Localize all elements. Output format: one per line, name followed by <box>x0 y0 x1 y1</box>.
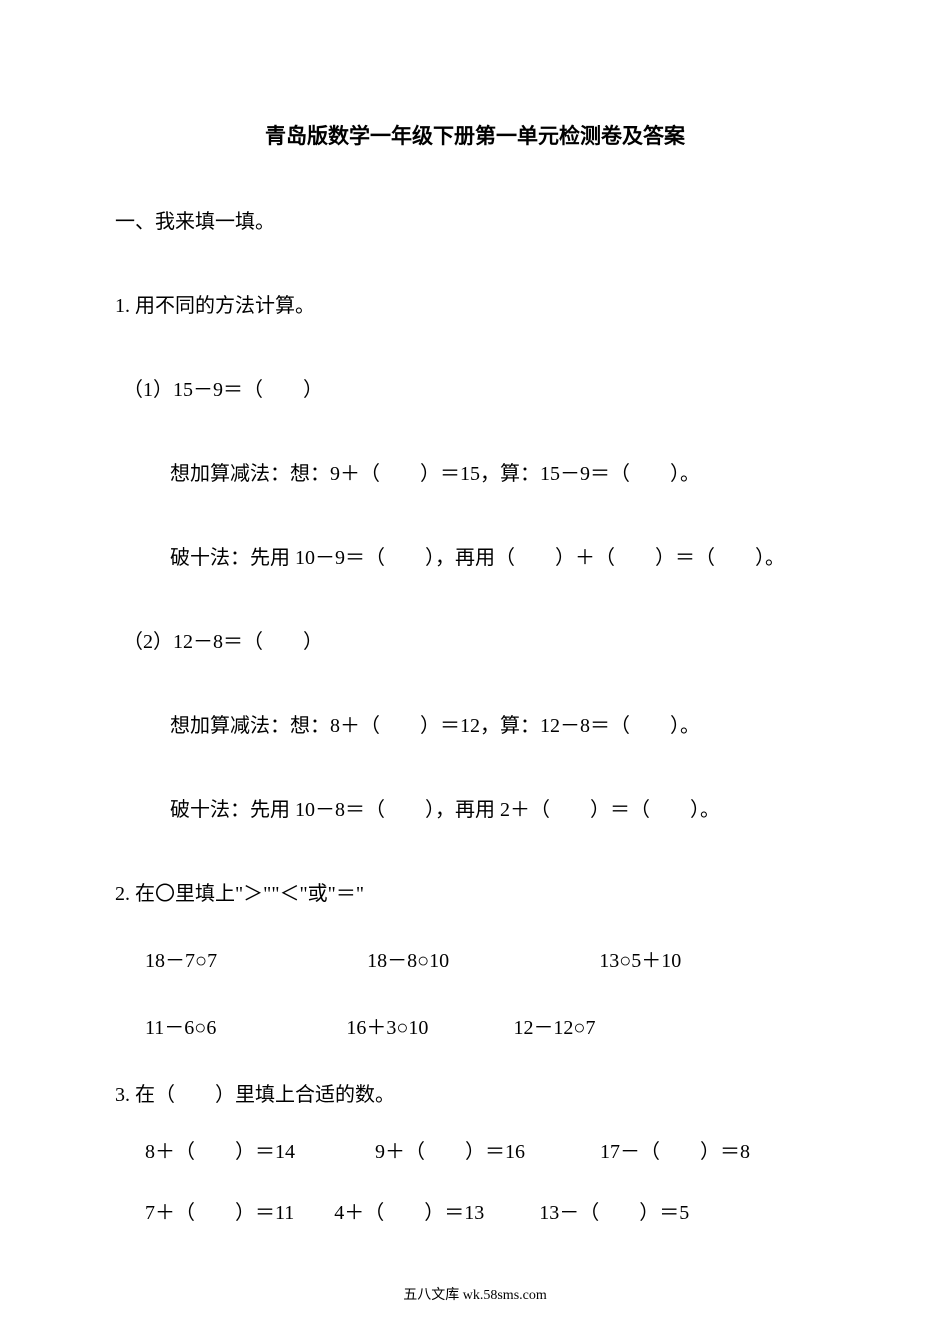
q2-row2-item3: 12－12○7 <box>513 1011 595 1040</box>
q1-sub2-line2: 破十法：先用 10－8＝（ ），再用 2＋（ ）＝（ ）。 <box>115 793 835 822</box>
q2-row2-item1: 11－6○6 <box>145 1011 216 1040</box>
q3-row2-item3: 13－（ ）＝5 <box>539 1196 689 1225</box>
q2-row1-item3: 13○5＋10 <box>599 944 681 973</box>
q1-sub2-line1: 想加算减法：想：8＋（ ）＝12，算：12－8＝（ ）。 <box>115 709 835 738</box>
q1-sub1-problem: （1）15－9＝（ ） <box>115 373 835 402</box>
q3-row2: 7＋（ ）＝11 4＋（ ）＝13 13－（ ）＝5 <box>115 1196 835 1225</box>
question-3-header: 3. 在（ ）里填上合适的数。 <box>115 1078 835 1107</box>
q3-row2-item2: 4＋（ ）＝13 <box>334 1196 484 1225</box>
document-title: 青岛版数学一年级下册第一单元检测卷及答案 <box>115 120 835 150</box>
q3-row1-item2: 9＋（ ）＝16 <box>375 1135 525 1164</box>
q1-sub2-problem: （2）12－8＝（ ） <box>115 625 835 654</box>
section-1-header: 一、我来填一填。 <box>115 205 835 234</box>
q3-row1: 8＋（ ）＝14 9＋（ ）＝16 17－（ ）＝8 <box>115 1135 835 1164</box>
question-1-header: 1. 用不同的方法计算。 <box>115 289 835 318</box>
q2-row1-item2: 18－8○10 <box>367 944 449 973</box>
question-2-header: 2. 在〇里填上"＞""＜"或"＝" <box>115 877 835 906</box>
footer-text: 五八文库 wk.58sms.com <box>0 1284 950 1304</box>
q3-row2-item1: 7＋（ ）＝11 <box>145 1196 294 1225</box>
q2-row1: 18－7○7 18－8○10 13○5＋10 <box>115 944 835 973</box>
q3-row1-item3: 17－（ ）＝8 <box>600 1135 750 1164</box>
q2-row1-item1: 18－7○7 <box>145 944 217 973</box>
q1-sub1-line1: 想加算减法：想：9＋（ ）＝15，算：15－9＝（ ）。 <box>115 457 835 486</box>
q2-row2-item2: 16＋3○10 <box>346 1011 428 1040</box>
q2-row2: 11－6○6 16＋3○10 12－12○7 <box>115 1011 835 1040</box>
q3-row1-item1: 8＋（ ）＝14 <box>145 1135 295 1164</box>
q1-sub1-line2: 破十法：先用 10－9＝（ ），再用（ ）＋（ ）＝（ ）。 <box>115 541 835 570</box>
